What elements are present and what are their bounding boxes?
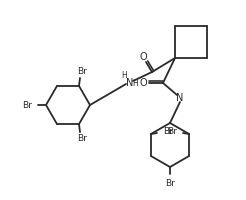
Text: O: O: [139, 52, 147, 62]
Text: Br: Br: [165, 180, 175, 188]
Text: O: O: [139, 78, 147, 88]
Text: Br: Br: [77, 134, 87, 143]
Text: Br: Br: [163, 128, 173, 136]
Text: Br: Br: [167, 128, 177, 136]
Text: H: H: [132, 78, 138, 88]
Text: N: N: [176, 93, 184, 103]
Text: Br: Br: [22, 100, 32, 110]
Text: H: H: [121, 72, 127, 80]
Text: N: N: [126, 78, 134, 88]
Text: Br: Br: [77, 67, 87, 76]
